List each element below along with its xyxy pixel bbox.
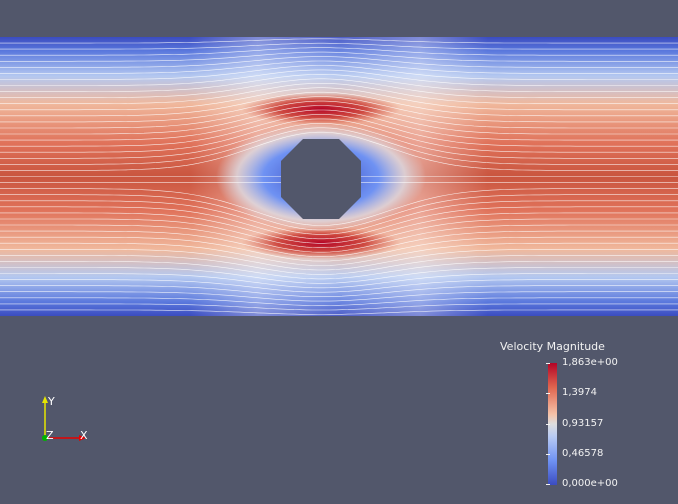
streamline xyxy=(0,38,678,44)
streamline xyxy=(0,309,678,315)
legend-tick-mark xyxy=(546,363,550,364)
streamline xyxy=(0,194,678,231)
streamline xyxy=(0,105,678,135)
streamline xyxy=(0,69,678,86)
streamline xyxy=(0,127,678,165)
streamline xyxy=(0,236,678,262)
streamline xyxy=(0,42,678,50)
streamline xyxy=(0,212,678,244)
y-axis-label: Y xyxy=(47,395,55,408)
streamline xyxy=(0,230,678,257)
streamline xyxy=(0,51,678,62)
streamline xyxy=(0,109,678,141)
streamline xyxy=(0,206,678,240)
streamline xyxy=(0,78,678,98)
streamline xyxy=(0,279,678,293)
legend-tick-label: 0,46578 xyxy=(562,448,604,459)
streamline xyxy=(0,91,678,117)
streamline xyxy=(0,188,678,226)
streamline xyxy=(0,118,678,153)
streamline xyxy=(0,96,678,123)
color-scale-bar xyxy=(548,363,557,485)
legend-tick-label: 0,93157 xyxy=(562,418,604,429)
streamline xyxy=(0,297,678,306)
streamline xyxy=(0,255,678,275)
legend-tick-mark xyxy=(546,484,550,485)
streamline xyxy=(0,273,678,289)
y-axis-arrow xyxy=(42,396,48,403)
legend-title: Velocity Magnitude xyxy=(500,340,605,353)
streamlines xyxy=(0,38,678,315)
x-axis-arrow xyxy=(79,435,86,441)
legend-tick-mark xyxy=(546,424,550,425)
streamline xyxy=(0,200,678,235)
streamline xyxy=(0,114,678,147)
legend-tick-label: 0,000e+00 xyxy=(562,478,618,489)
streamline xyxy=(0,303,678,311)
legend-tick-label: 1,3974 xyxy=(562,387,597,398)
orientation-axes-widget: Y X Z xyxy=(42,395,88,442)
z-axis-dot xyxy=(42,435,48,441)
streamline xyxy=(0,65,678,80)
legend-tick-mark xyxy=(546,393,550,394)
streamline xyxy=(0,74,678,92)
streamline xyxy=(0,261,678,280)
streamline xyxy=(0,224,678,253)
streamline xyxy=(0,123,678,159)
z-axis-label: Z xyxy=(46,429,54,442)
streamline xyxy=(0,131,678,171)
streamline xyxy=(0,83,678,104)
streamline xyxy=(0,249,678,271)
cylinder-obstacle xyxy=(281,139,361,219)
legend-tick-mark xyxy=(546,454,550,455)
streamline xyxy=(0,47,678,56)
legend-tick-label: 1,863e+00 xyxy=(562,357,618,368)
streamline xyxy=(0,60,678,74)
streamline xyxy=(0,242,678,266)
streamline xyxy=(0,218,678,248)
streamline xyxy=(0,285,678,297)
streamline xyxy=(0,267,678,284)
velocity-field-plot xyxy=(0,37,678,316)
streamline xyxy=(0,56,678,68)
streamline xyxy=(0,87,678,111)
x-axis-label: X xyxy=(80,429,88,442)
streamline xyxy=(0,100,678,129)
streamline xyxy=(0,291,678,302)
